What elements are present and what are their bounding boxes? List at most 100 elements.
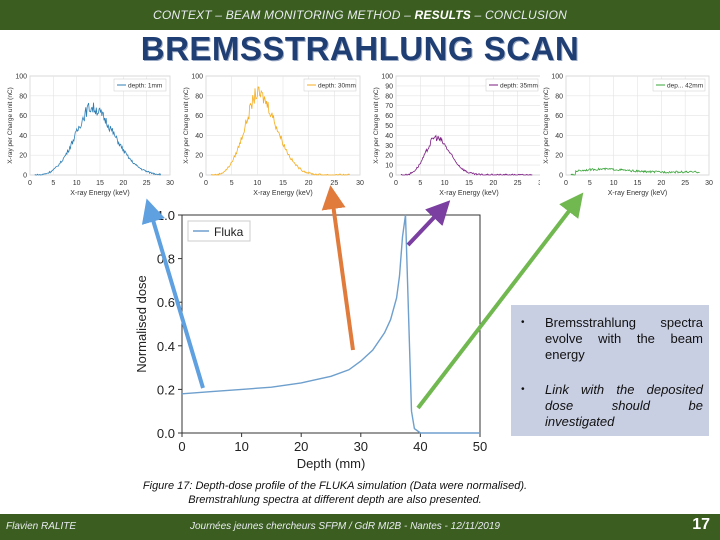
nav-current-section: RESULTS	[414, 8, 472, 22]
y-tick-label: 30	[385, 143, 393, 150]
x-tick-label: 0	[394, 180, 398, 187]
page-number: 17	[692, 516, 710, 533]
x-axis-label: X-ray Energy (keV)	[70, 190, 130, 197]
y-tick-label: 100	[381, 74, 393, 81]
footer-author: Flavien RALITE	[6, 521, 77, 532]
nav-suffix: – CONCLUSION	[471, 8, 567, 22]
y-axis-label: X-ray per Charge unit (nC)	[373, 87, 380, 164]
x-tick-label: 25	[681, 180, 689, 187]
x-axis-label: X-ray Energy (keV)	[608, 190, 668, 197]
x-tick-label: 5	[230, 180, 234, 187]
x-tick-label: 10	[253, 180, 261, 187]
x-tick-label: 20	[657, 180, 665, 187]
y-tick-label: 40	[19, 133, 27, 140]
x-tick-label: 20	[294, 439, 308, 454]
x-axis-label: X-ray Energy (keV)	[253, 190, 313, 197]
x-tick-label: 15	[279, 180, 287, 187]
y-tick-label: 60	[195, 113, 203, 120]
y-tick-label: 0	[389, 173, 393, 180]
x-tick-label: 30	[354, 439, 368, 454]
x-tick-label: 30	[705, 180, 713, 187]
x-tick-label: 0	[564, 180, 568, 187]
y-tick-label: 80	[385, 93, 393, 100]
x-tick-label: 25	[330, 180, 338, 187]
bullet-dot-icon: •	[521, 317, 525, 328]
x-tick-label: 10	[73, 180, 81, 187]
y-tick-label: 0.8	[157, 252, 175, 267]
y-tick-label: 90	[385, 83, 393, 90]
y-tick-label: 80	[555, 93, 563, 100]
legend-box	[303, 78, 357, 92]
legend-box	[113, 78, 167, 92]
y-tick-label: 0.0	[157, 426, 175, 441]
x-tick-label: 20	[119, 180, 127, 187]
x-axis-label: Depth (mm)	[297, 456, 366, 471]
caption-line-1: Figure 17: Depth-dose profile of the FLU…	[142, 480, 528, 492]
y-tick-label: 0	[559, 173, 563, 180]
y-tick-label: 60	[385, 113, 393, 120]
spectrum-series-line	[34, 102, 162, 176]
x-tick-label: 20	[489, 180, 497, 187]
caption-line-2: Bremstrahlung spectra at different depth…	[188, 494, 482, 506]
spectrum-series-line	[400, 134, 533, 176]
figure-caption: Figure 17: Depth-dose profile of the FLU…	[110, 479, 560, 507]
y-tick-label: 0	[23, 173, 27, 180]
x-tick-label: 50	[473, 439, 487, 454]
y-tick-label: 0.4	[157, 339, 175, 354]
legend-box	[652, 78, 706, 92]
y-tick-label: 0.6	[157, 295, 175, 310]
y-tick-label: 0	[199, 173, 203, 180]
y-tick-label: 20	[195, 153, 203, 160]
plot-frame	[181, 214, 481, 434]
y-axis-label: X-ray per Charge unit (nC)	[183, 87, 190, 164]
y-tick-label: 60	[19, 113, 27, 120]
y-tick-label: 0.2	[157, 382, 175, 397]
x-tick-label: 0	[178, 439, 185, 454]
footer-bar	[0, 514, 720, 540]
legend-box	[485, 78, 539, 92]
x-tick-label: 25	[514, 180, 522, 187]
spectrum-series-line	[570, 167, 700, 176]
x-tick-label: 15	[96, 180, 104, 187]
x-tick-label: 25	[143, 180, 151, 187]
x-tick-label: 5	[418, 180, 422, 187]
y-axis-label: X-ray per Charge unit (nC)	[7, 87, 14, 164]
x-tick-label: 15	[465, 180, 473, 187]
spectrum-chart-4: 0 20 40 60 80 100 0 5 10 15 20 25 30 X-ray Energy (ke…	[540, 70, 715, 205]
y-tick-label: 70	[385, 103, 393, 110]
y-tick-label: 50	[385, 123, 393, 130]
spectrum-chart-1: 0 20 40 60 80 100 0 5 10 15 20 25 30 X-ray Energy (ke…	[4, 70, 176, 205]
spectrum-series-line	[210, 86, 350, 176]
x-tick-label: 40	[413, 439, 427, 454]
x-tick-label: 0	[204, 180, 208, 187]
y-tick-label: 100	[551, 74, 563, 81]
x-tick-label: 5	[51, 180, 55, 187]
y-tick-label: 40	[195, 133, 203, 140]
legend-entry: depth: 1mm	[128, 83, 162, 90]
bullet-text: Link with the deposited dose should be i…	[545, 382, 703, 429]
bullet-box: • Bremsstrahlung spectra evolve with the…	[511, 305, 709, 436]
x-tick-label: 0	[28, 180, 32, 187]
header-bar	[0, 0, 720, 30]
y-tick-label: 60	[555, 113, 563, 120]
x-tick-label: 30	[166, 180, 174, 187]
legend-entry: depth: 35mm	[500, 83, 538, 90]
y-tick-label: 40	[555, 133, 563, 140]
y-axis-label: Normalised dose	[134, 275, 149, 373]
y-tick-label: 80	[19, 93, 27, 100]
x-tick-label: 15	[634, 180, 642, 187]
x-axis-label: X-ray Energy (keV)	[439, 190, 499, 197]
y-tick-label: 100	[15, 74, 27, 81]
fluka-series-line	[181, 214, 480, 434]
y-tick-label: 80	[195, 93, 203, 100]
depth-dose-chart: 0 10 20 30 40 50 0.0 0.2 0.4 0.6 0.8 1.0 Depth (mm) N…	[134, 208, 487, 471]
y-axis-label: X-ray per Charge unit (nC)	[543, 87, 550, 164]
legend-entry: dep... 42mm	[667, 83, 703, 90]
x-tick-label: 10	[234, 439, 248, 454]
y-tick-label: 20	[385, 153, 393, 160]
legend-entry: depth: 30mm	[318, 83, 356, 90]
y-tick-label: 20	[555, 153, 563, 160]
nav-breadcrumb: CONTEXT – BEAM MONITORING METHOD – RESUL…	[0, 8, 720, 22]
y-tick-label: 10	[385, 163, 393, 170]
